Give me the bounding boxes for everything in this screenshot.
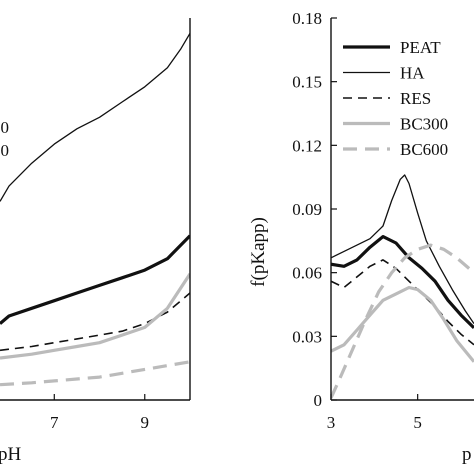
right-series-ha — [331, 174, 474, 324]
right-series-res — [331, 259, 474, 346]
legend-label-res: RES — [400, 89, 431, 108]
right-legend: PEAT HA RES BC300 BC600 — [343, 38, 448, 159]
y-tick-label: 0.15 — [292, 73, 322, 92]
left-legend-fragment-1: 00 — [0, 118, 9, 137]
left-legend-fragment-2: 00 — [0, 141, 9, 160]
y-tick-label: 0.03 — [292, 327, 322, 346]
right-x-axis-label: p — [462, 444, 472, 465]
legend-label-bc300: BC300 — [400, 115, 448, 134]
left-series-bc300 — [0, 273, 190, 360]
y-tick-label: 0.09 — [292, 200, 322, 219]
x-tick-label: 3 — [327, 413, 336, 432]
x-tick-label: 5 — [413, 413, 422, 432]
left-series-ha — [0, 32, 190, 202]
y-tick-label: 0.06 — [292, 264, 322, 283]
right-y-axis-label: f(pKapp) — [248, 217, 269, 287]
x-tick-label: 7 — [50, 413, 59, 432]
right-series-bc600 — [331, 243, 474, 399]
y-tick-label: 0.12 — [292, 136, 322, 155]
right-y-ticks: 0 0.03 0.06 0.09 0.12 0.15 0.18 — [292, 9, 337, 410]
legend-label-ha: HA — [400, 64, 425, 83]
left-series-bc600 — [0, 360, 190, 387]
right-plot-area — [331, 174, 474, 399]
legend-label-bc600: BC600 — [400, 140, 448, 159]
left-x-axis-label: pH — [0, 444, 22, 465]
y-tick-label: 0.18 — [292, 9, 322, 28]
right-series-bc300 — [331, 285, 474, 363]
left-plot-area — [0, 32, 190, 387]
left-panel: 79 00 00 pH — [0, 18, 191, 465]
y-tick-label: 0 — [314, 391, 323, 410]
left-series-peat — [0, 234, 190, 325]
legend-label-peat: PEAT — [400, 38, 441, 57]
x-tick-label: 9 — [141, 413, 150, 432]
right-series-peat — [331, 235, 474, 329]
